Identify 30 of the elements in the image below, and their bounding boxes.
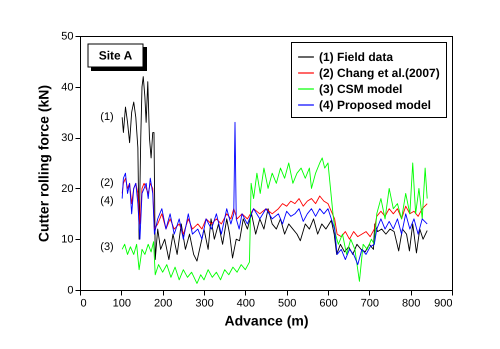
annotation: (2) [100,177,114,189]
y-tick-label: 30 [61,132,74,144]
y-tick-label: 10 [61,234,74,246]
line-series [122,178,428,240]
legend-label: (3) CSM model [319,82,402,96]
y-axis-title: Cutter rolling force (kN) [35,84,52,242]
x-tick-label: 200 [154,298,172,310]
legend-label: (4) Proposed model [319,98,432,112]
x-axis-title: Advance (m) [224,312,309,328]
line-series [122,157,428,284]
legend-label: (2) Chang et al.(2007) [319,66,440,80]
x-tick-label: 400 [236,298,256,310]
x-tick-label: 0 [80,298,87,310]
legend-label: (1) Field data [319,50,394,64]
line-series [122,122,428,266]
x-tick-label: 900 [434,298,452,310]
annotation: (1) [100,111,114,123]
y-tick-label: 0 [67,284,74,296]
x-tick-label: 300 [195,298,214,310]
annotation: Site A [98,48,133,62]
x-tick-label: 800 [402,298,420,310]
annotation: (4) [100,195,114,207]
y-tick-label: 20 [61,182,74,195]
y-tick-label: 40 [61,81,74,94]
x-tick-label: 700 [360,298,380,310]
annotation: (3) [100,241,114,253]
x-tick-label: 600 [319,298,338,310]
x-tick-label: 100 [112,298,132,310]
x-tick-label: 500 [278,298,296,310]
y-tick-label: 50 [61,30,74,42]
